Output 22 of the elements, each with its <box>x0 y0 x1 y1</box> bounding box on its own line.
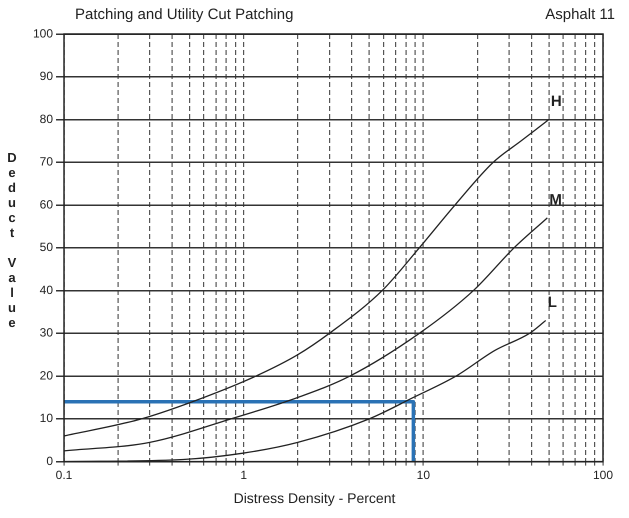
y-tick-label: 40 <box>40 282 54 297</box>
x-axis-title: Distress Density - Percent <box>232 490 396 506</box>
chart-title: Patching and Utility Cut Patching <box>75 6 294 23</box>
y-tick-label: 20 <box>40 368 54 382</box>
series-label: L <box>548 294 557 312</box>
x-tick-label: 10 <box>416 468 430 482</box>
y-tick-label: 10 <box>40 411 54 426</box>
series-label: M <box>549 192 562 209</box>
y-tick-label: 0 <box>46 454 54 468</box>
series-label: H <box>550 93 562 110</box>
text: Deduct Value <box>7 150 17 330</box>
y-tick-label: 100 <box>32 26 54 40</box>
chart-subtitle: Asphalt 11 <box>545 6 615 23</box>
y-tick-label: 50 <box>40 240 54 254</box>
y-tick-label: 70 <box>40 154 54 169</box>
y-tick-label: 30 <box>40 326 54 340</box>
y-tick-label: 60 <box>40 197 54 212</box>
x-tick-label: 1 <box>240 468 248 482</box>
x-tick-label: 100 <box>592 468 614 482</box>
y-tick-label: 90 <box>40 69 54 84</box>
y-tick-label: 80 <box>40 112 54 126</box>
x-tick-label: 0.1 <box>56 468 73 482</box>
